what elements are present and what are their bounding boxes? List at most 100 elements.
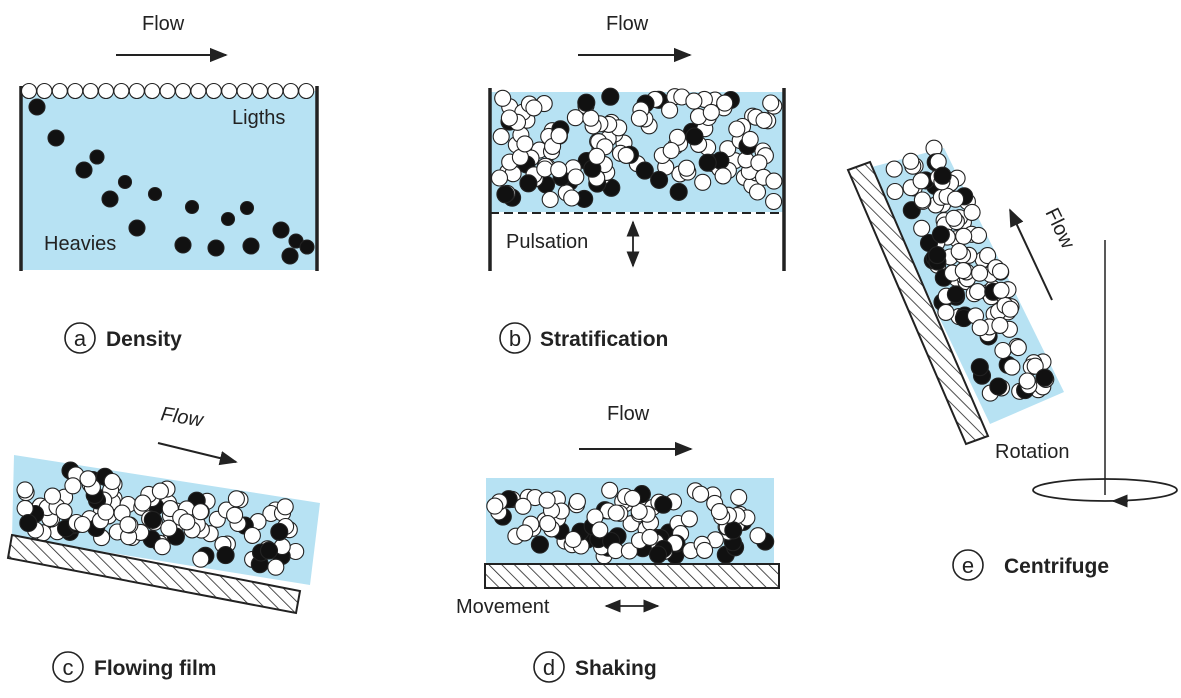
- light-particle: [103, 472, 121, 491]
- density-fluid: [21, 91, 317, 270]
- light-particle: [1009, 339, 1027, 357]
- light-particle: [251, 82, 269, 100]
- letter-circle-icon: [499, 322, 531, 354]
- centrifuge-caption-text: Centrifuge: [1004, 555, 1109, 578]
- light-particle: [267, 82, 284, 100]
- heavy-particle: [648, 545, 668, 564]
- density-caption-text: Density: [106, 328, 182, 351]
- heavy-particle: [270, 522, 289, 541]
- light-particle: [692, 485, 710, 503]
- centrifuge-wall: [846, 160, 990, 446]
- letter-circle-icon: [952, 549, 984, 581]
- light-particle: [267, 558, 285, 576]
- light-particle: [902, 152, 920, 170]
- heavy-particle: [1035, 368, 1054, 387]
- light-particle: [662, 141, 680, 160]
- light-particle: [563, 189, 581, 207]
- panel-stratification: Flow Pulsation b Stratification: [488, 13, 786, 354]
- heavy-particle: [530, 535, 549, 554]
- light-particle: [607, 504, 625, 522]
- light-particle: [525, 99, 543, 117]
- heavy-particle: [496, 185, 515, 204]
- heavy-particle: [281, 247, 299, 265]
- light-particle: [620, 542, 638, 560]
- light-particle: [550, 127, 568, 145]
- light-particle: [969, 226, 988, 244]
- shaking-letter: d: [543, 655, 555, 680]
- stratification-particles: [490, 87, 783, 211]
- heavy-particle: [654, 495, 673, 514]
- light-particle: [490, 169, 509, 187]
- heavy-particle: [147, 186, 163, 202]
- centrifuge-particles: [885, 139, 1055, 402]
- light-particle: [762, 94, 780, 112]
- light-particle: [971, 264, 989, 282]
- heavy-particle: [89, 149, 105, 165]
- light-particle: [205, 82, 222, 100]
- flowing-film-caption: c Flowing film: [52, 651, 216, 683]
- light-particle: [64, 477, 82, 495]
- light-particle: [539, 515, 557, 533]
- light-particle: [913, 191, 931, 209]
- centrifuge-flow-arrow: [1009, 208, 1053, 301]
- light-particle: [1003, 358, 1021, 376]
- light-particle: [178, 513, 196, 531]
- heavy-particle: [519, 174, 538, 193]
- light-particle: [913, 219, 931, 237]
- heavy-particle: [299, 239, 315, 255]
- light-particle: [885, 160, 903, 178]
- shaking-particles: [486, 481, 775, 565]
- heavy-particle: [101, 190, 119, 208]
- heavy-particle: [928, 246, 947, 265]
- light-particle: [1026, 357, 1044, 375]
- light-particle: [979, 247, 997, 265]
- light-particle: [144, 82, 161, 100]
- light-particle: [276, 498, 294, 516]
- light-particle: [950, 242, 968, 260]
- density-lights-label: Ligths: [232, 107, 285, 129]
- heavy-particle: [577, 93, 596, 112]
- light-particle: [568, 493, 586, 511]
- heavy-particle: [635, 161, 654, 180]
- light-particle: [971, 319, 989, 337]
- centrifuge-letter: e: [962, 553, 974, 578]
- shaking-table-deck: [484, 563, 780, 589]
- shaking-flow-label: Flow: [607, 403, 650, 425]
- heavy-particle: [216, 546, 235, 565]
- letter-circle-icon: [533, 651, 565, 683]
- flowing-film-particles: [16, 461, 305, 576]
- light-particle: [947, 190, 965, 208]
- heavy-particle: [19, 513, 38, 533]
- heavy-particle: [685, 127, 704, 146]
- light-particle: [749, 527, 767, 545]
- light-particle: [516, 135, 534, 153]
- light-particle: [128, 82, 145, 100]
- light-particle: [174, 82, 192, 100]
- light-particle: [36, 82, 53, 100]
- density-letter: a: [74, 326, 87, 351]
- light-particle: [119, 516, 137, 534]
- light-particle: [16, 499, 34, 517]
- light-particle: [226, 506, 244, 524]
- light-particle: [591, 521, 609, 539]
- light-particle: [79, 470, 97, 488]
- light-particle: [728, 120, 746, 138]
- heavy-particle: [143, 510, 162, 529]
- light-particle: [696, 541, 714, 559]
- panel-shaking: Flow Movement d Shaking: [456, 403, 780, 683]
- light-particle: [541, 190, 559, 209]
- flowing-film-letter: c: [63, 655, 74, 680]
- stratification-caption-text: Stratification: [540, 328, 668, 351]
- light-particle: [886, 182, 904, 201]
- light-particle: [113, 82, 130, 100]
- light-particle: [963, 203, 981, 221]
- light-particle: [494, 89, 512, 107]
- heavy-particle: [220, 211, 236, 227]
- light-particle: [765, 192, 783, 211]
- light-particle: [1001, 300, 1019, 318]
- heavy-particle: [128, 219, 146, 237]
- heavy-particle: [207, 239, 225, 257]
- light-particle: [192, 550, 210, 568]
- heavy-particle: [259, 541, 279, 560]
- light-particle: [538, 491, 556, 509]
